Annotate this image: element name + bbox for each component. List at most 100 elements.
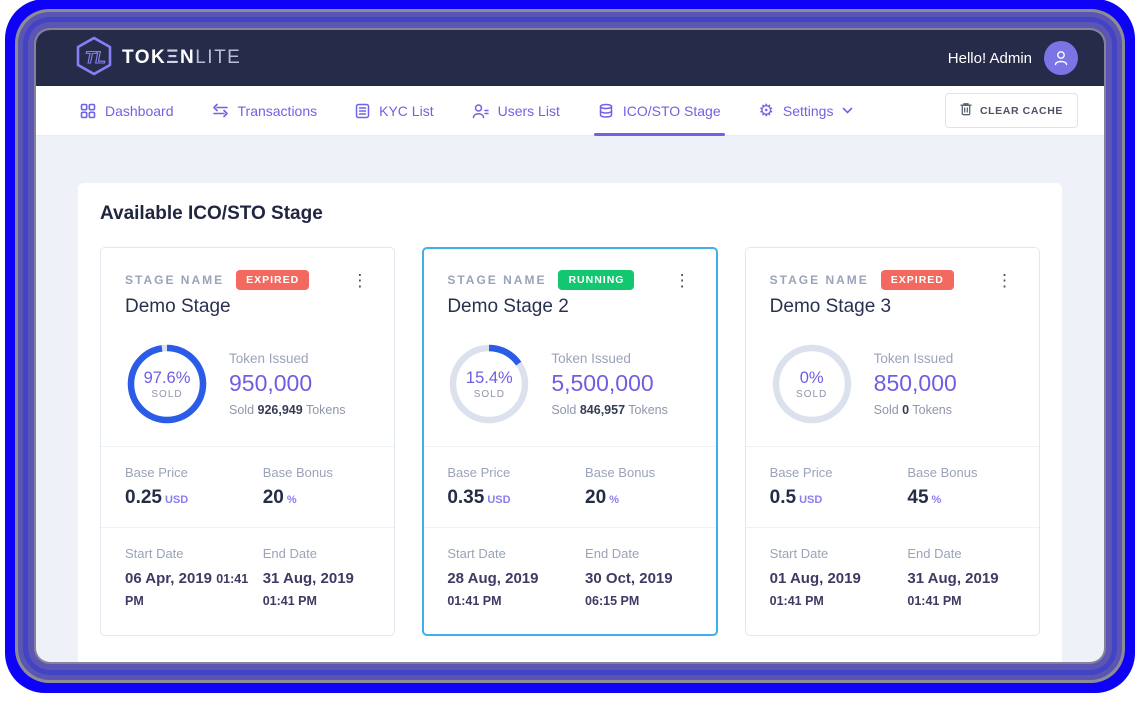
- donut-row: 15.4% SOLD Token Issued 5,500,000 Sold 8…: [447, 342, 692, 426]
- kebab-menu-icon[interactable]: ⋮: [351, 270, 369, 290]
- nav-label: KYC List: [379, 102, 434, 119]
- donut-row: 0% SOLD Token Issued 850,000 Sold 0 Toke…: [770, 342, 1015, 426]
- base-price-cell: Base Price 0.5 USD: [770, 465, 908, 509]
- divider: [101, 446, 395, 447]
- base-bonus-unit: %: [286, 494, 297, 506]
- token-issued-label: Token Issued: [551, 351, 631, 366]
- user-box: Hello! Admin: [948, 41, 1078, 75]
- sold-tokens-line: Sold 926,949 Tokens: [229, 403, 346, 417]
- page-title: Available ICO/STO Stage: [100, 203, 323, 224]
- start-date-label: Start Date: [769, 546, 829, 561]
- base-price-label: Base Price: [769, 465, 833, 480]
- base-bonus-cell: Base Bonus 20%: [263, 465, 371, 509]
- end-date-label: End Date: [907, 546, 962, 561]
- token-issued-block: Token Issued 850,000 Sold 0 Tokens: [874, 351, 957, 417]
- sold-donut-chart: 0% SOLD: [770, 342, 854, 426]
- nav-item-transactions[interactable]: Transactions: [212, 86, 317, 135]
- stage-name-label: STAGE NAME: [447, 273, 547, 287]
- user-avatar[interactable]: [1044, 41, 1078, 75]
- start-date-value: 01 Aug, 2019: [769, 570, 861, 587]
- start-date-label: Start Date: [447, 546, 506, 561]
- card-header: STAGE NAME EXPIRED ⋮: [770, 270, 1015, 290]
- sold-percent: 15.4%: [465, 368, 513, 387]
- base-price-label: Base Price: [447, 465, 511, 480]
- nav-item-kyc-list[interactable]: KYC List: [355, 86, 434, 135]
- nav-item-settings[interactable]: ⚙ Settings: [759, 86, 854, 135]
- nav-item-dashboard[interactable]: Dashboard: [80, 86, 174, 135]
- divider: [745, 527, 1039, 528]
- chevron-down-icon: [842, 107, 853, 114]
- token-issued-value: 850,000: [873, 370, 957, 396]
- nav-label: Dashboard: [105, 102, 174, 119]
- base-bonus-label: Base Bonus: [262, 465, 333, 480]
- sold-label: SOLD: [796, 388, 828, 400]
- nav-label: Users List: [497, 102, 560, 119]
- nav-label: ICO/STO Stage: [622, 102, 721, 119]
- divider: [101, 527, 395, 528]
- coins-icon: [598, 103, 614, 119]
- transactions-arrows-icon: [212, 103, 229, 118]
- base-bonus-label: Base Bonus: [907, 465, 978, 480]
- nav-item-users-list[interactable]: Users List: [472, 86, 560, 135]
- start-date-label: Start Date: [125, 546, 184, 561]
- end-date-value: 30 Oct, 2019: [585, 570, 673, 587]
- kebab-menu-icon[interactable]: ⋮: [996, 270, 1013, 290]
- divider: [424, 446, 716, 447]
- sold-donut-chart: 15.4% SOLD: [447, 342, 531, 426]
- base-price-value: 0.5: [769, 487, 797, 508]
- dates-row: Start Date 28 Aug, 2019 01:41 PM End Date…: [447, 528, 692, 634]
- base-bonus-cell: Base Bonus 20%: [585, 465, 693, 509]
- token-issued-block: Token Issued 5,500,000 Sold 846,957 Toke…: [551, 351, 668, 417]
- price-row: Base Price 0.35 USD Base Bonus 20%: [447, 447, 692, 527]
- trash-icon: [960, 102, 972, 119]
- start-date-cell: Start Date 01 Aug, 2019 01:41 PM: [770, 546, 908, 612]
- sold-donut-chart: 97.6% SOLD: [125, 342, 209, 426]
- end-date-cell: End Date 31 Aug, 2019 01:41 PM: [907, 546, 1015, 612]
- end-date-label: End Date: [262, 546, 317, 561]
- start-date-value: 28 Aug, 2019: [447, 570, 539, 587]
- base-price-cell: Base Price 0.35 USD: [447, 465, 585, 509]
- stage-card-demo-stage[interactable]: STAGE NAME EXPIRED ⋮ Demo Stage: [100, 247, 396, 636]
- base-bonus-unit: %: [609, 494, 619, 506]
- kebab-menu-icon[interactable]: ⋮: [673, 270, 691, 290]
- card-header: STAGE NAME RUNNING ⋮: [447, 270, 692, 290]
- nav-item-ico-sto-stage[interactable]: ICO/STO Stage: [593, 86, 725, 136]
- users-list-icon: [472, 103, 489, 119]
- status-badge: EXPIRED: [880, 270, 954, 290]
- stage-title: Demo Stage: [125, 296, 231, 317]
- stage-card-demo-stage-3[interactable]: STAGE NAME EXPIRED ⋮ Demo Stage 3: [744, 247, 1040, 636]
- clear-cache-button[interactable]: CLEAR CACHE: [944, 93, 1078, 128]
- clear-cache-label: CLEAR CACHE: [979, 104, 1063, 117]
- brand-logo: TL TOKΞNLITE: [76, 36, 241, 81]
- svg-text:TL: TL: [85, 48, 106, 67]
- sold-percent: 0%: [799, 368, 824, 387]
- end-date-value: 31 Aug, 2019: [907, 570, 999, 587]
- divider: [424, 527, 716, 528]
- stage-card-demo-stage-2[interactable]: STAGE NAME RUNNING ⋮ Demo Stage 2: [422, 247, 718, 636]
- stage-name-label: STAGE NAME: [125, 273, 225, 287]
- base-bonus-value: 20: [262, 487, 284, 508]
- tokenlite-hexagon-logo-icon: TL: [76, 36, 112, 81]
- base-bonus-unit: %: [931, 494, 942, 506]
- base-bonus-cell: Base Bonus 45%: [907, 465, 1015, 509]
- kyc-list-icon: [355, 103, 370, 119]
- start-time-value: 01:41 PM: [125, 572, 249, 608]
- stage-name-label: STAGE NAME: [769, 273, 869, 287]
- base-bonus-value: 45: [907, 487, 929, 508]
- dates-row: Start Date 06 Apr, 2019 01:41 PM End Dat…: [125, 528, 370, 634]
- start-time-value: 01:41 PM: [447, 593, 502, 608]
- person-icon: [1054, 51, 1068, 66]
- divider: [745, 446, 1039, 447]
- end-time-value: 01:41 PM: [907, 593, 962, 608]
- end-date-cell: End Date 30 Oct, 2019 06:15 PM: [585, 546, 693, 612]
- dashboard-grid-icon: [80, 103, 96, 119]
- main-nav: Dashboard Transactions K: [36, 86, 1104, 136]
- start-date-cell: Start Date 28 Aug, 2019 01:41 PM: [447, 546, 585, 612]
- stage-title: Demo Stage 2: [447, 296, 569, 317]
- price-row: Base Price 0.25 USD Base Bonus 20%: [125, 447, 370, 527]
- end-date-label: End Date: [585, 546, 640, 561]
- gear-icon: ⚙: [758, 101, 774, 120]
- sold-tokens-line: Sold 846,957 Tokens: [551, 403, 668, 417]
- end-date-cell: End Date 31 Aug, 2019 01:41 PM: [263, 546, 371, 612]
